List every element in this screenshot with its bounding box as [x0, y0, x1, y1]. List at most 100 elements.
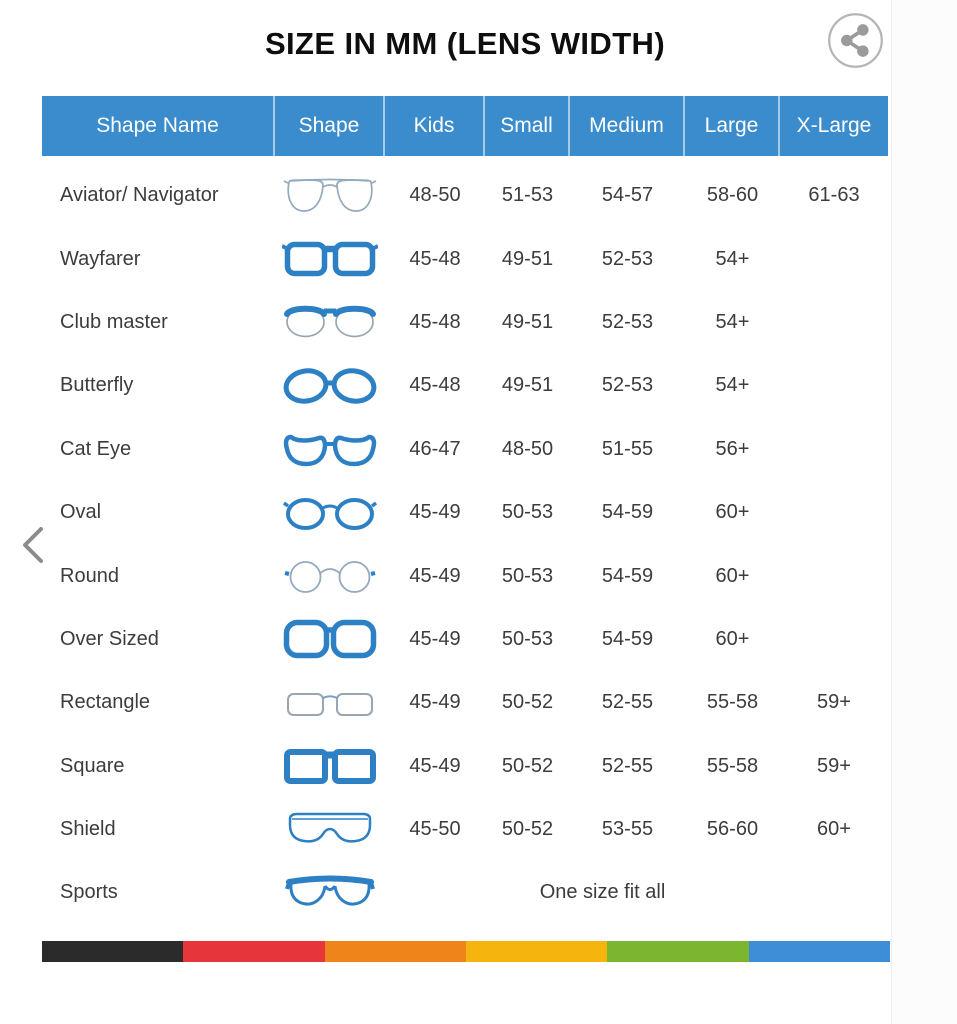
size-value: 49-51: [501, 247, 554, 270]
chevron-left-icon: [12, 527, 58, 571]
size-value: 52-55: [601, 691, 654, 714]
shield-glasses-icon: [275, 806, 385, 854]
stripe-segment: [748, 941, 890, 962]
stripe-segment: [42, 941, 184, 962]
size-value: 54+: [715, 310, 750, 333]
size-value: 54-59: [601, 564, 654, 587]
size-value: 50-52: [501, 818, 554, 841]
size-value: 59+: [817, 754, 851, 777]
shape-name-label: Sports: [60, 881, 118, 904]
wayfarer-glasses-icon: [275, 235, 385, 283]
table-row: Club master 45-48 49-51 52-53 54+: [42, 291, 888, 354]
table-row: Oval 45-49 50-53 54-59 60+: [42, 481, 888, 544]
size-value: 58-60: [706, 184, 759, 207]
shape-name-label: Club master: [60, 310, 168, 333]
size-value: 59+: [817, 691, 851, 714]
size-value: 56-60: [706, 818, 759, 841]
table-row: Round 45-49 50-53 54-59 60+: [42, 544, 888, 607]
stripe-segment: [183, 941, 325, 962]
size-value: 50-53: [501, 501, 554, 524]
size-value: 61-63: [808, 184, 860, 207]
size-value: 48-50: [409, 184, 461, 207]
stripe-segment: [324, 941, 466, 962]
clubmaster-glasses-icon: [275, 298, 385, 346]
share-icon: [826, 13, 885, 73]
one-size-note: One size fit all: [539, 881, 666, 904]
right-gutter: [891, 0, 957, 1024]
butterfly-glasses-icon: [275, 362, 385, 410]
size-value: 45-49: [409, 627, 461, 650]
size-value: 45-49: [409, 564, 461, 587]
size-value: 55-58: [706, 754, 759, 777]
table-row: Square 45-49 50-52 52-55 55-58 59+: [42, 735, 888, 798]
oval-glasses-icon: [275, 489, 385, 537]
size-value: 54+: [715, 247, 750, 270]
size-value: 45-48: [409, 310, 461, 333]
shape-name-label: Square: [60, 754, 125, 777]
size-table: Aviator/ Navigator 48-50 51-53 54-57 58-60 61…: [42, 164, 888, 925]
shape-name-label: Oval: [60, 501, 102, 524]
size-value: 50-52: [501, 754, 554, 777]
size-value: 60+: [715, 501, 750, 524]
size-value: 52-55: [601, 754, 654, 777]
share-button[interactable]: [826, 11, 885, 70]
size-value: 51-53: [501, 184, 554, 207]
column-header-shape-name: Shape Name: [42, 96, 275, 156]
table-header-row: Shape Name Shape Kids Small Medium Large X-Lar…: [42, 96, 888, 156]
round-glasses-icon: [275, 552, 385, 600]
size-value: 51-55: [601, 437, 654, 460]
sports-glasses-icon: [275, 869, 385, 917]
table-row: Butterfly 45-48 49-51 52-53 54+: [42, 354, 888, 417]
shape-name-label: Wayfarer: [60, 247, 141, 270]
stripe-segment: [465, 941, 608, 962]
size-value: 52-53: [601, 374, 654, 397]
table-row: Shield 45-50 50-52 53-55 56-60 60+: [42, 798, 888, 861]
column-header-shape: Shape: [275, 96, 385, 156]
size-value: 45-48: [409, 374, 461, 397]
size-value: 45-50: [409, 818, 461, 841]
page-title: SIZE IN MM (LENS WIDTH): [264, 26, 666, 61]
size-value: 45-49: [409, 501, 461, 524]
column-header-small: Small: [485, 96, 570, 156]
shape-name-label: Rectangle: [60, 691, 151, 714]
shape-name-label: Cat Eye: [60, 437, 132, 460]
size-value: 52-53: [601, 247, 654, 270]
shape-name-label: Round: [60, 564, 119, 587]
table-row: Wayfarer 45-48 49-51 52-53 54+: [42, 227, 888, 290]
size-value: 60+: [715, 627, 750, 650]
size-value: 54-59: [601, 501, 654, 524]
size-value: 52-53: [601, 310, 654, 333]
column-header-large: Large: [685, 96, 780, 156]
column-header-medium: Medium: [570, 96, 685, 156]
size-value: 56+: [715, 437, 750, 460]
column-header-kids: Kids: [385, 96, 485, 156]
carousel-prev-button[interactable]: [12, 522, 58, 568]
size-value: 54-59: [601, 627, 654, 650]
table-row: Sports One size fit all: [42, 861, 888, 924]
shape-name-label: Over Sized: [60, 627, 159, 650]
size-value: 45-48: [409, 247, 461, 270]
cateye-glasses-icon: [275, 425, 385, 473]
column-header-x-large: X-Large: [796, 114, 872, 137]
size-value: 50-52: [501, 691, 554, 714]
oversized-glasses-icon: [275, 615, 385, 663]
size-value: 50-53: [501, 564, 554, 587]
size-value: 60+: [817, 818, 851, 841]
size-value: 48-50: [501, 437, 554, 460]
size-value: 60+: [715, 564, 750, 587]
stripe-segment: [607, 941, 749, 962]
size-value: 49-51: [501, 374, 554, 397]
table-row: Cat Eye 46-47 48-50 51-55 56+: [42, 418, 888, 481]
square-glasses-icon: [275, 742, 385, 790]
size-value: 45-49: [409, 691, 461, 714]
size-value: 49-51: [501, 310, 554, 333]
table-row: Rectangle 45-49 50-52 52-55 55-58 59+: [42, 671, 888, 734]
table-row: Aviator/ Navigator 48-50 51-53 54-57 58-60 61…: [42, 164, 888, 227]
size-value: 46-47: [409, 437, 461, 460]
size-value: 50-53: [501, 627, 554, 650]
table-row: Over Sized 45-49 50-53 54-59 60+: [42, 608, 888, 671]
shape-name-label: Shield: [60, 818, 116, 841]
shape-name-label: Aviator/ Navigator: [60, 184, 219, 207]
aviator-glasses-icon: [275, 172, 385, 220]
